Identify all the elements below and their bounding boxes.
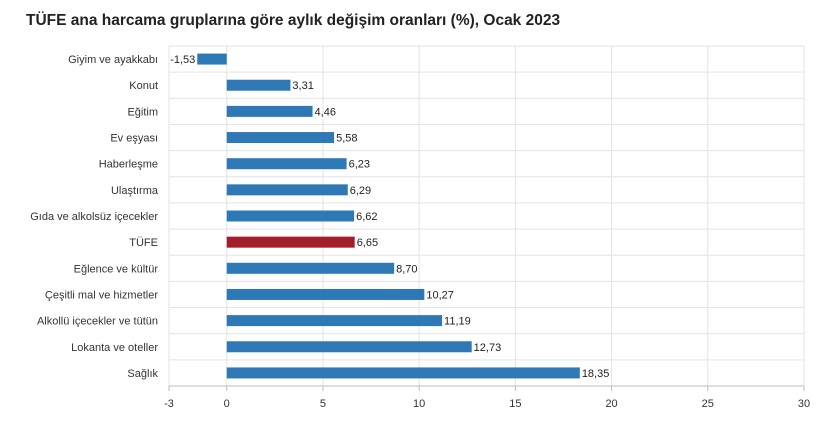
- value-label: 6,62: [356, 211, 377, 223]
- category-label: Gıda ve alkolsüz içecekler: [30, 211, 158, 223]
- value-label: 12,73: [474, 342, 502, 354]
- category-label: Haberleşme: [99, 159, 158, 171]
- value-label: 18,35: [582, 368, 610, 380]
- x-tick-label: 30: [798, 398, 810, 410]
- x-tick-label: 25: [702, 398, 714, 410]
- value-labels: -1,53 3,31 4,46 5,58 6,23 6,29 6,62 6,65 8,70 10,…: [170, 54, 609, 380]
- bar: [226, 315, 443, 327]
- value-label: 6,65: [357, 237, 378, 249]
- bar: [226, 79, 291, 91]
- bar: [226, 341, 472, 353]
- category-label: Giyim ve ayakkabı: [68, 54, 158, 66]
- bar: [226, 132, 335, 144]
- bar: [226, 105, 313, 117]
- category-label: Konut: [129, 80, 158, 92]
- x-tick-label: 0: [224, 398, 230, 410]
- bar: [226, 236, 355, 248]
- x-axis-ticks: -3 0 5 10 15 20 25 30: [164, 386, 810, 410]
- category-label: Ulaştırma: [111, 185, 159, 197]
- value-label: 11,19: [444, 316, 471, 328]
- x-tick-label: 15: [509, 398, 521, 410]
- category-labels: Giyim ve ayakkabı Konut Eğitim Ev eşyası Hab…: [30, 54, 159, 380]
- bar: [197, 53, 227, 65]
- value-label: 6,29: [350, 185, 371, 197]
- value-label: 5,58: [336, 133, 357, 145]
- value-label: 8,70: [396, 263, 417, 275]
- category-label: Alkollü içecekler ve tütün: [37, 316, 158, 328]
- category-label: Ev eşyası: [110, 133, 158, 145]
- value-label: 4,46: [315, 106, 336, 118]
- x-tick-label: 5: [320, 398, 326, 410]
- value-label: 3,31: [292, 80, 313, 92]
- category-label: Lokanta ve oteller: [71, 342, 158, 354]
- bars: [197, 53, 580, 379]
- category-label: Eğitim: [127, 106, 158, 118]
- bar: [226, 184, 348, 196]
- bar: [226, 210, 355, 222]
- category-label: Sağlık: [127, 368, 158, 380]
- value-label: 6,23: [349, 159, 370, 171]
- bar: [226, 288, 425, 300]
- category-label: Çeşitli mal ve hizmetler: [45, 289, 158, 301]
- x-tick-label: -3: [164, 398, 174, 410]
- chart-title: TÜFE ana harcama gruplarına göre aylık d…: [26, 12, 561, 29]
- x-tick-label: 20: [605, 398, 617, 410]
- category-label: TÜFE: [129, 237, 158, 249]
- bar: [226, 158, 347, 170]
- value-label: 10,27: [426, 289, 454, 301]
- grid-lines: [168, 45, 805, 387]
- bar: [226, 367, 580, 379]
- category-label: Eğlence ve kültür: [74, 263, 159, 275]
- value-label: -1,53: [170, 54, 195, 66]
- x-tick-label: 10: [413, 398, 425, 410]
- bar: [226, 262, 395, 274]
